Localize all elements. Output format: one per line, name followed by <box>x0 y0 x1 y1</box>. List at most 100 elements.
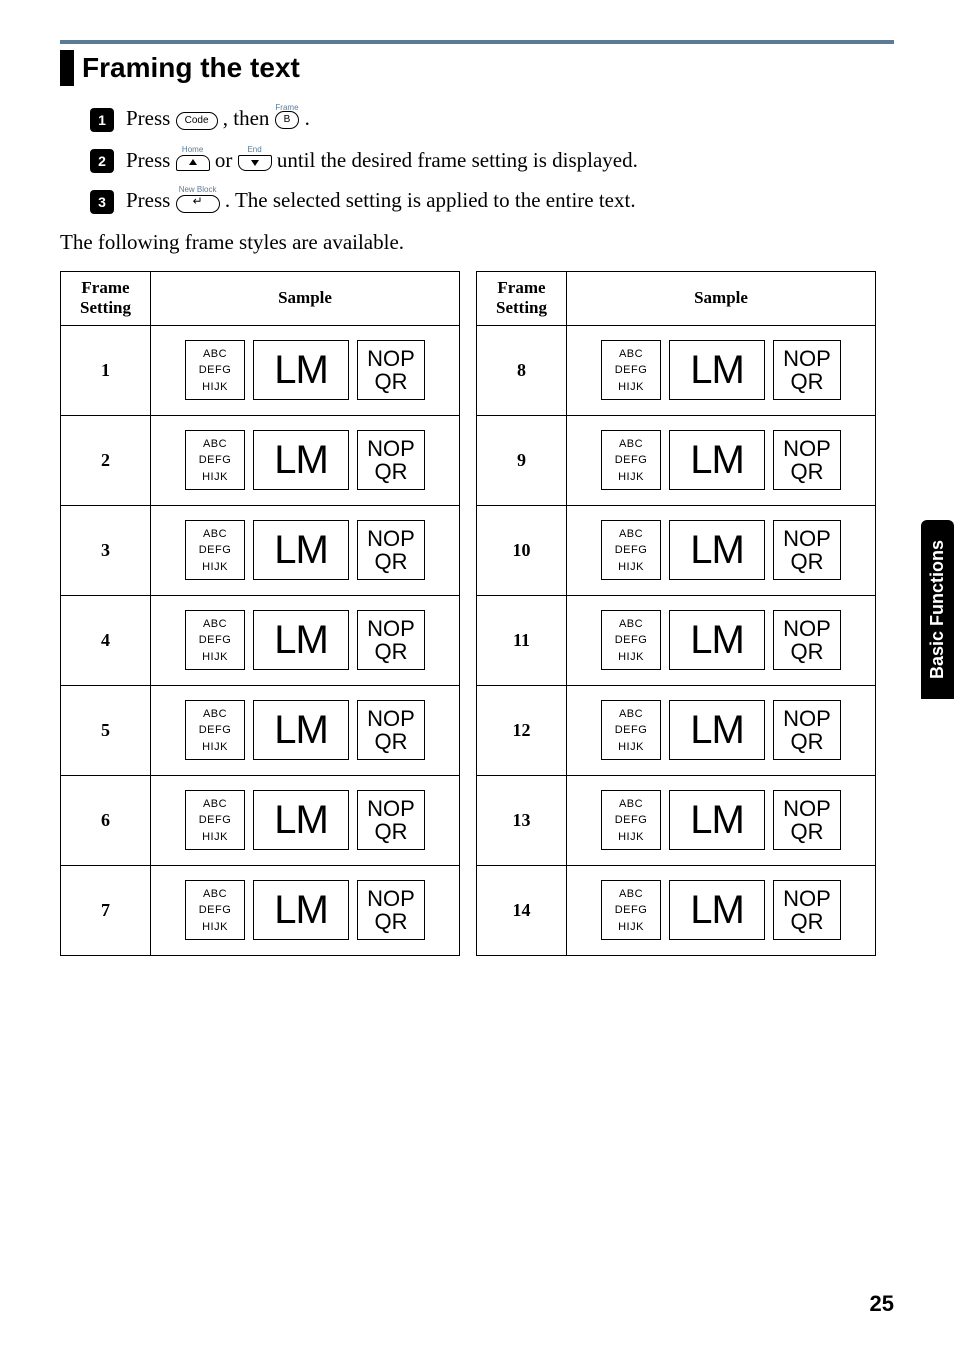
text: ABC <box>203 616 227 633</box>
sample-block-small: ABC DEFG HIJK <box>185 790 245 850</box>
text: DEFG <box>199 632 232 649</box>
frame-sample-cell: ABC DEFG HIJK LM NOP QR <box>151 325 460 415</box>
key-upper-label: New Block <box>179 186 217 194</box>
col-sample: Sample <box>151 272 460 326</box>
step-text: Press Home or End until the desired fram… <box>126 148 638 175</box>
frame-sample-cell: ABC DEFG HIJK LM NOP QR <box>151 415 460 505</box>
text: QR <box>375 640 408 663</box>
up-arrow-key: Home <box>176 146 210 171</box>
key-label: B <box>275 111 300 129</box>
text: QR <box>375 820 408 843</box>
sample-block-med: LM <box>253 430 349 490</box>
section-title-row: Framing the text <box>60 50 894 86</box>
text: NOP <box>783 347 831 370</box>
table-row: 6 ABC DEFG HIJK LM NOP QR <box>61 775 460 865</box>
key-upper-label: End <box>247 146 261 154</box>
text: HIJK <box>618 829 644 846</box>
frame-sample-swatch: ABC DEFG HIJK LM NOP QR <box>577 700 865 760</box>
text: ABC <box>619 346 643 363</box>
sample-block-small: ABC DEFG HIJK <box>185 520 245 580</box>
text: NOP <box>367 617 415 640</box>
text: ABC <box>203 796 227 813</box>
sample-block-small: ABC DEFG HIJK <box>185 430 245 490</box>
frame-sample-cell: ABC DEFG HIJK LM NOP QR <box>567 415 876 505</box>
frame-setting-cell: 12 <box>477 685 567 775</box>
sample-block-small: ABC DEFG HIJK <box>185 340 245 400</box>
table-row: 14 ABC DEFG HIJK LM NOP QR <box>477 865 876 955</box>
text: until the desired frame setting is displ… <box>277 148 638 172</box>
frame-setting-cell: 3 <box>61 505 151 595</box>
text: QR <box>791 550 824 573</box>
table-row: 9 ABC DEFG HIJK LM NOP QR <box>477 415 876 505</box>
text: DEFG <box>199 452 232 469</box>
step-number-icon: 1 <box>90 108 114 132</box>
sample-block-tall: NOP QR <box>773 430 841 490</box>
sample-block-med: LM <box>669 430 765 490</box>
frame-tables: Frame Setting Sample 1 ABC DEFG HIJK LM … <box>60 271 894 956</box>
text: DEFG <box>615 542 648 559</box>
text: HIJK <box>202 469 228 486</box>
table-row: 4 ABC DEFG HIJK LM NOP QR <box>61 595 460 685</box>
text: DEFG <box>199 722 232 739</box>
frame-sample-cell: ABC DEFG HIJK LM NOP QR <box>567 865 876 955</box>
text: NOP <box>367 797 415 820</box>
text: HIJK <box>618 649 644 666</box>
frame-sample-swatch: ABC DEFG HIJK LM NOP QR <box>577 340 865 400</box>
frame-key: Frame B <box>275 104 300 131</box>
frame-sample-swatch: ABC DEFG HIJK LM NOP QR <box>161 340 449 400</box>
sample-block-small: ABC DEFG HIJK <box>601 700 661 760</box>
text: HIJK <box>618 919 644 936</box>
table-row: 10 ABC DEFG HIJK LM NOP QR <box>477 505 876 595</box>
text: HIJK <box>202 739 228 756</box>
text: . The selected setting is applied to the… <box>225 188 636 212</box>
text: QR <box>375 730 408 753</box>
frame-setting-cell: 7 <box>61 865 151 955</box>
sample-block-tall: NOP QR <box>357 790 425 850</box>
frame-table-left: Frame Setting Sample 1 ABC DEFG HIJK LM … <box>60 271 460 956</box>
frame-setting-cell: 14 <box>477 865 567 955</box>
page-number: 25 <box>870 1291 894 1317</box>
text: DEFG <box>615 362 648 379</box>
sample-block-tall: NOP QR <box>357 610 425 670</box>
sample-block-tall: NOP QR <box>357 880 425 940</box>
text: QR <box>791 730 824 753</box>
table-row: 8 ABC DEFG HIJK LM NOP QR <box>477 325 876 415</box>
text: DEFG <box>615 722 648 739</box>
text: QR <box>375 910 408 933</box>
sample-block-small: ABC DEFG HIJK <box>601 880 661 940</box>
text: or <box>215 148 238 172</box>
sample-block-med: LM <box>669 340 765 400</box>
frame-sample-swatch: ABC DEFG HIJK LM NOP QR <box>577 880 865 940</box>
text: NOP <box>783 707 831 730</box>
text: ABC <box>619 616 643 633</box>
frame-sample-swatch: ABC DEFG HIJK LM NOP QR <box>577 520 865 580</box>
frame-sample-cell: ABC DEFG HIJK LM NOP QR <box>151 595 460 685</box>
sample-block-med: LM <box>669 790 765 850</box>
frame-setting-cell: 10 <box>477 505 567 595</box>
text: . <box>305 106 310 130</box>
side-tab: Basic Functions <box>921 520 954 699</box>
arrow-down-icon <box>238 155 272 171</box>
frame-table-right: Frame Setting Sample 8 ABC DEFG HIJK LM … <box>476 271 876 956</box>
frame-sample-cell: ABC DEFG HIJK LM NOP QR <box>567 595 876 685</box>
text: QR <box>375 460 408 483</box>
text: HIJK <box>618 469 644 486</box>
sample-block-tall: NOP QR <box>773 880 841 940</box>
frame-sample-swatch: ABC DEFG HIJK LM NOP QR <box>161 700 449 760</box>
text: NOP <box>367 437 415 460</box>
text: ABC <box>203 436 227 453</box>
frame-setting-cell: 2 <box>61 415 151 505</box>
frame-sample-swatch: ABC DEFG HIJK LM NOP QR <box>161 520 449 580</box>
step-3: 3 Press New Block . The selected setting… <box>90 188 894 216</box>
sample-block-med: LM <box>253 340 349 400</box>
text: Press <box>126 188 176 212</box>
text: QR <box>791 820 824 843</box>
text: NOP <box>783 797 831 820</box>
text: DEFG <box>199 362 232 379</box>
frame-sample-swatch: ABC DEFG HIJK LM NOP QR <box>161 790 449 850</box>
text: DEFG <box>615 812 648 829</box>
sample-block-med: LM <box>253 880 349 940</box>
frame-sample-swatch: ABC DEFG HIJK LM NOP QR <box>161 610 449 670</box>
text: HIJK <box>618 739 644 756</box>
table-row: 2 ABC DEFG HIJK LM NOP QR <box>61 415 460 505</box>
